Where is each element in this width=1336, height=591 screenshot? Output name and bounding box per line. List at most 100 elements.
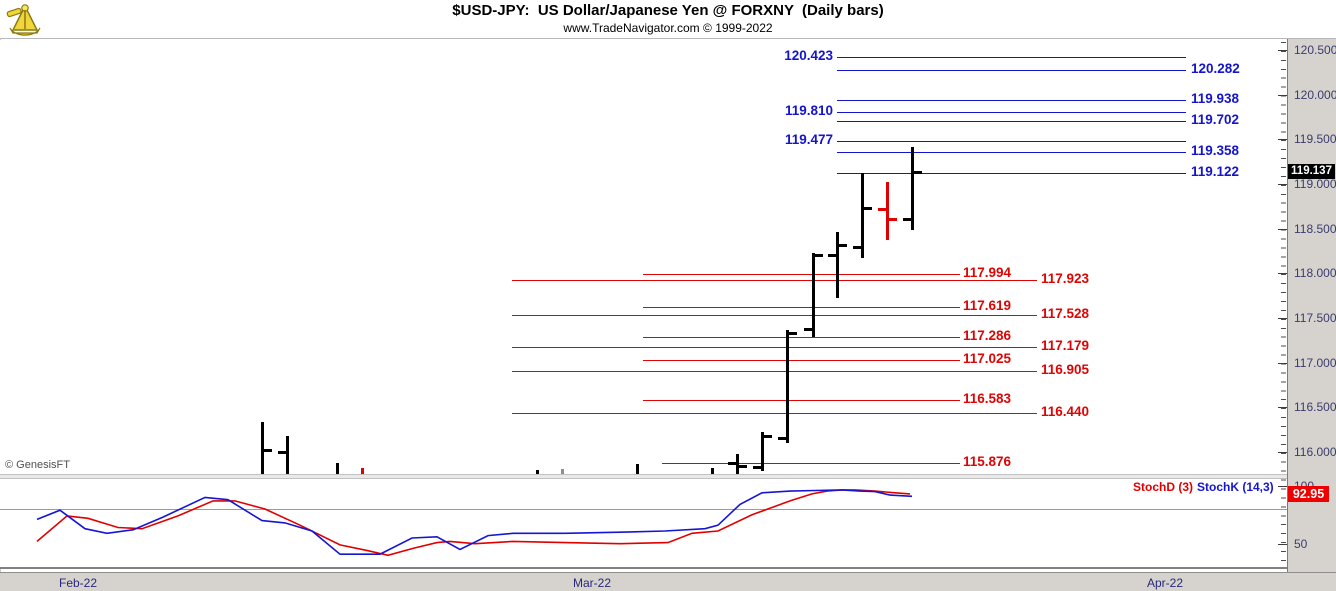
level-price-label: 119.702 [1191, 112, 1240, 128]
price-bar [886, 182, 889, 241]
bar-open-tick [878, 208, 886, 212]
price-bar [761, 432, 764, 471]
level-price-label: 117.619 [963, 298, 1012, 314]
bar-close-tick [914, 170, 922, 174]
level-price-label: 120.423 [784, 47, 833, 63]
support-line [512, 315, 1037, 317]
price-axis-tick [1278, 50, 1287, 52]
resistance-line [837, 152, 1186, 154]
level-price-label: 120.282 [1191, 60, 1240, 76]
bar-close-tick [764, 434, 772, 438]
price-axis-strip [1288, 39, 1336, 572]
stochastic-panel[interactable] [0, 479, 1287, 569]
price-axis-tick [1278, 139, 1287, 141]
stochk-line [36, 489, 913, 555]
support-line [643, 273, 960, 275]
resistance-line [837, 56, 1186, 58]
stochk-legend-label: StochK (14,3) [1197, 480, 1274, 494]
level-price-label: 119.477 [784, 132, 833, 148]
bar-close-tick [889, 217, 897, 221]
bar-open-tick [828, 253, 836, 257]
date-axis-strip: Feb-22 Mar-22 Apr-22 [0, 572, 1336, 591]
level-price-label: 115.876 [963, 454, 1012, 470]
date-axis-label: Apr-22 [1146, 576, 1184, 590]
price-axis-tick [1278, 407, 1287, 409]
level-price-label: 116.440 [1041, 403, 1090, 419]
bar-open-tick [804, 327, 812, 331]
level-price-label: 119.122 [1191, 164, 1240, 180]
support-line [512, 371, 1037, 373]
date-axis-label: Mar-22 [572, 576, 611, 590]
stoch-80-gridline [0, 509, 1287, 510]
price-bar [736, 453, 739, 474]
stoch-axis-label: 50 [1294, 536, 1308, 551]
bar-close-tick [264, 449, 272, 453]
stochd-line [36, 489, 911, 557]
last-price-badge: 119.137 [1288, 164, 1335, 179]
resistance-line [837, 111, 1186, 113]
panel-splitter[interactable] [0, 474, 1287, 479]
resistance-line [837, 141, 1186, 143]
price-bar [861, 173, 864, 259]
price-axis-label: 116.000 [1294, 444, 1336, 459]
bar-close-tick [739, 465, 747, 469]
chart-title: $USD-JPY: US Dollar/Japanese Yen @ FORXN… [452, 2, 884, 19]
price-chart-panel[interactable]: 120.423 120.282 119.938 119.810 119.702 119.4… [0, 40, 1287, 474]
price-bar [636, 463, 639, 474]
price-bar [786, 329, 789, 443]
support-line [512, 346, 1037, 348]
price-bar [561, 468, 564, 474]
bar-close-tick [815, 253, 823, 257]
bar-open-tick [278, 450, 286, 454]
stochastic-curves [36, 489, 913, 557]
price-axis-label: 116.500 [1294, 400, 1336, 415]
stochd-legend-label: StochD (3) [1133, 480, 1193, 494]
resistance-line [837, 100, 1186, 102]
bar-open-tick [853, 245, 861, 249]
stoch-axis-tick [1278, 485, 1287, 487]
resistance-line [837, 69, 1186, 71]
price-axis-tick [1278, 451, 1287, 453]
genesisft-watermark: © GenesisFT [5, 459, 70, 471]
price-axis-label: 118.500 [1294, 221, 1336, 236]
price-bar [836, 232, 839, 299]
support-line [643, 399, 960, 401]
price-bar [812, 252, 815, 337]
stoch-axis-tick [1278, 543, 1287, 545]
price-axis-tick [1278, 184, 1287, 186]
bar-close-tick [839, 243, 847, 247]
support-line [512, 280, 1037, 282]
resistance-line [837, 173, 1186, 175]
level-price-label: 117.025 [963, 351, 1012, 367]
price-axis-tick [1278, 362, 1287, 364]
level-price-label: 116.583 [963, 390, 1012, 406]
bar-open-tick [728, 462, 736, 466]
price-axis-label: 120.500 [1294, 43, 1336, 58]
support-line [512, 412, 1037, 414]
price-bar [536, 469, 539, 474]
price-bar [336, 462, 339, 474]
bar-close-tick [789, 332, 797, 336]
level-price-label: 119.938 [1191, 91, 1240, 107]
price-bar [911, 147, 914, 230]
support-line [643, 307, 960, 309]
support-line [662, 463, 960, 465]
chart-right-border [1287, 39, 1288, 572]
bar-open-tick [903, 217, 911, 221]
level-price-label: 119.358 [1191, 143, 1240, 159]
level-price-label: 119.810 [784, 102, 833, 118]
price-axis-label: 118.000 [1294, 266, 1336, 281]
price-axis-tick [1278, 317, 1287, 319]
bar-open-tick [778, 436, 786, 440]
price-bar [261, 421, 264, 474]
level-price-label: 117.179 [1041, 337, 1090, 353]
price-axis-label: 119.500 [1294, 132, 1336, 147]
price-axis-label: 117.000 [1294, 355, 1336, 370]
support-line [643, 337, 960, 339]
price-axis-tick [1278, 228, 1287, 230]
stoch-last-value-badge: 92.95 [1288, 486, 1329, 502]
price-bar [286, 435, 289, 474]
resistance-line [837, 121, 1186, 123]
price-axis-tick [1278, 273, 1287, 275]
